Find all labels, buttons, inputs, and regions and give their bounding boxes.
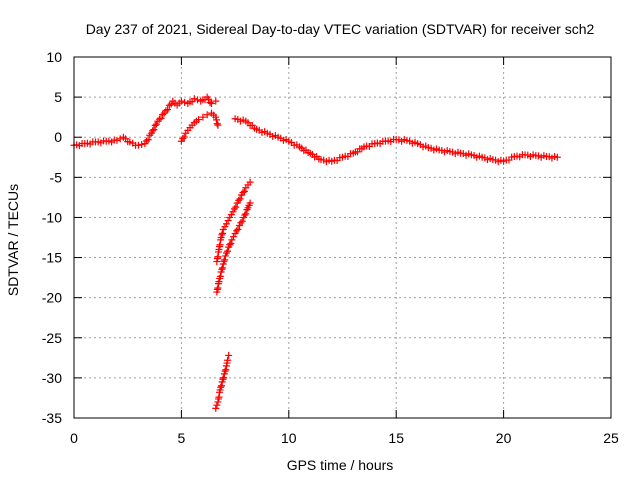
data-point-fill [241,211,249,219]
data-point-fill [236,195,244,203]
data-point-fill [150,126,158,134]
y-tick-label: -10 [42,209,62,225]
data-point-fill [151,121,159,129]
data-point-fill [220,374,228,382]
data-point [214,121,222,129]
y-tick-label: 10 [46,49,62,65]
data-point-fill [138,140,146,148]
data-point-fill [162,107,170,115]
data-point [215,278,223,286]
data-point-fill [205,95,213,103]
data-point [246,199,254,207]
data-point [177,97,185,105]
data-point-fill [219,229,227,237]
data-point [212,404,220,412]
y-tick-label: -5 [50,169,63,185]
data-point-fill [167,100,175,108]
data-point-fill [240,187,248,195]
data-point [553,153,561,161]
data-point-fill [213,120,221,128]
y-tick-label: -15 [42,250,62,266]
plot-frame [73,56,612,419]
tick-layer [73,56,612,419]
data-layer [70,93,561,412]
data-point-fill [232,203,240,211]
label-layer: 0 5 10 15 20 25 10 5 0 -5 -10 -15 -20 -25 -30 -35 [42,49,619,446]
y-tick-label: 5 [54,89,62,105]
data-point-fill [206,99,214,107]
data-point-fill [157,114,165,122]
data-point-fill [217,382,225,390]
y-tick-label: -30 [42,370,62,386]
data-point-fill [218,265,226,273]
data-point-fill [234,225,242,233]
data-point [212,97,220,105]
data-point-fill [217,383,225,391]
data-point-fill [180,133,188,141]
data-point-fill [179,135,187,143]
data-point-fill [219,264,227,272]
data-point-fill [155,115,163,123]
y-tick-label: 0 [54,129,62,145]
x-tick-label: 20 [496,430,512,446]
data-point-fill [237,219,245,227]
data-point-fill [152,120,160,128]
data-point-fill [216,272,224,280]
data-point-fill [220,257,228,265]
data-point-fill [213,401,221,409]
data-point [224,356,232,364]
data-point-fill [222,366,230,374]
data-point-fill [224,217,232,225]
x-axis-title: GPS time / hours [287,457,394,473]
data-point [134,141,142,149]
data-point-fill [219,375,227,383]
x-tick-label: 15 [388,430,404,446]
data-point-fill [164,106,172,114]
y-axis-title: SDTVAR / TECUs [5,184,21,296]
data-point [207,100,215,108]
data-point [113,136,121,144]
data-point-fill [212,116,220,124]
x-tick-label: 5 [178,430,186,446]
y-tick-label: -35 [42,410,62,426]
x-tick-label: 0 [70,430,78,446]
data-point-fill [238,217,246,225]
data-point-fill [233,227,241,235]
data-point-fill [218,231,226,239]
y-tick-label: -25 [42,330,62,346]
data-point-fill [239,189,247,197]
data-point [228,236,236,244]
data-point-fill [235,196,243,204]
x-tick-label: 10 [281,430,297,446]
data-point-fill [226,241,234,249]
data-point [203,111,211,119]
data-point [221,252,229,260]
data-point [195,116,203,124]
data-point [223,220,231,228]
data-point-fill [221,256,229,264]
data-point [225,351,233,359]
data-point [246,178,254,186]
data-point-fill [165,101,173,109]
data-point-fill [144,136,152,144]
data-point-fill [142,137,150,145]
y-tick-label: -20 [42,290,62,306]
grid-layer [74,57,611,418]
x-tick-label: 25 [603,430,619,446]
data-point-fill [159,111,167,119]
data-point-fill [227,240,235,248]
data-point [190,95,198,103]
data-point-fill [229,233,237,241]
data-point-fill [224,247,232,255]
data-point-fill [149,127,157,135]
data-point-fill [221,367,229,375]
chart-title: Day 237 of 2021, Sidereal Day-to-day VTE… [86,21,595,37]
data-point-fill [242,210,250,218]
data-point [199,113,207,121]
data-point [229,208,237,216]
